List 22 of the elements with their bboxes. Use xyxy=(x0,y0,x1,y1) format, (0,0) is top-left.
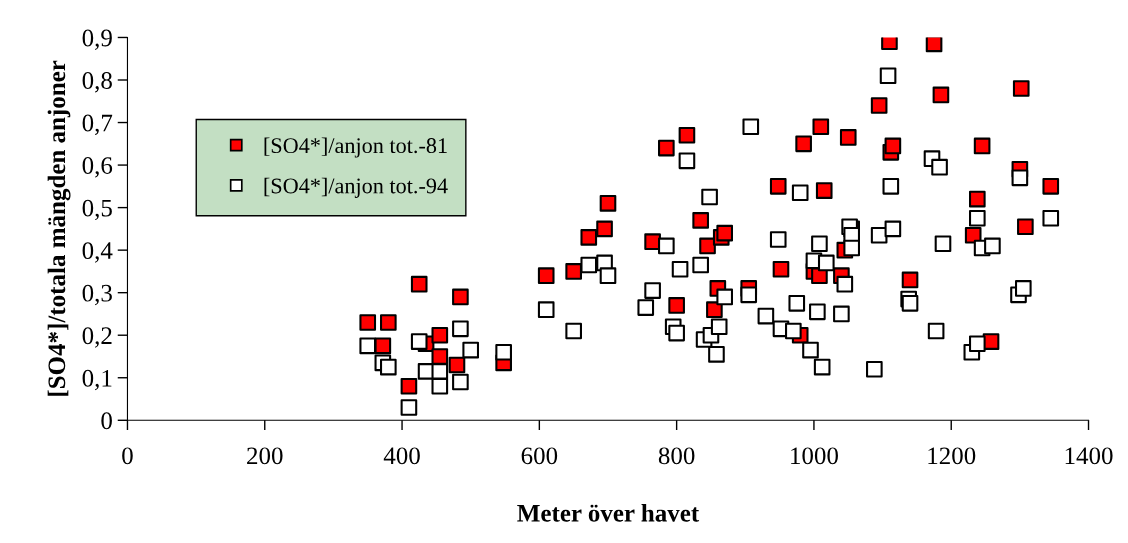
y-tick-label: 0,5 xyxy=(82,199,112,221)
x-tick-label: 600 xyxy=(521,447,558,465)
x-tick-label: 200 xyxy=(247,447,283,465)
x-tick-label: 1000 xyxy=(791,447,838,465)
y-tick-label: 0,6 xyxy=(82,157,113,178)
legend-label: [SO4*]/anjon tot.-94 xyxy=(264,177,448,198)
y-tick-label: 0,7 xyxy=(82,114,113,136)
y-axis-title: [SO4*]/totala mängden anjoner xyxy=(47,60,71,396)
y-tick-label: 0,3 xyxy=(82,284,112,306)
x-tick-label: 0 xyxy=(122,447,133,465)
y-tick-label: 0,1 xyxy=(82,369,112,391)
y-tick-label: 0,2 xyxy=(82,327,112,348)
y-tick-label: 0,8 xyxy=(82,72,112,93)
x-tick-label: 800 xyxy=(658,447,695,465)
y-tick-label: 0,9 xyxy=(82,29,112,50)
y-tick-label: 0 xyxy=(101,412,112,430)
x-tick-label: 1200 xyxy=(928,447,976,465)
legend-label: [SO4*]/anjon tot.-81 xyxy=(264,137,447,158)
x-axis-title: Meter över havet xyxy=(517,504,700,522)
x-tick-label: 400 xyxy=(383,447,420,465)
x-tick-label: 1400 xyxy=(1065,447,1113,465)
y-tick-label: 0,4 xyxy=(82,242,113,263)
